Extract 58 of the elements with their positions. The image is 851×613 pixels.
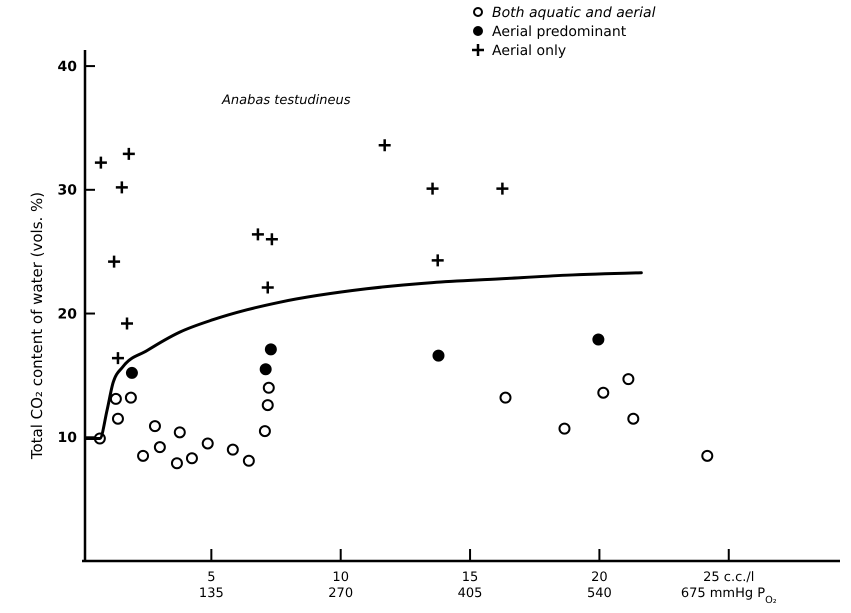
point [122,146,136,162]
x2-tick-label: 135 [198,586,224,601]
point [202,437,214,450]
point [499,392,512,404]
point [432,350,444,362]
point [262,382,275,394]
point [137,450,150,462]
point [258,425,271,438]
point [701,450,714,462]
point [174,426,186,438]
y-axis-title: Total CO₂ content of water (vols. %) [28,192,46,460]
x2-tick-label: 405 [458,586,482,601]
y-tick-label: 30 [58,182,78,199]
point [377,138,392,153]
point [120,316,134,331]
x2-tick-label: 675 mmHg P$_{O₂}$ [680,586,777,606]
x-tick-label: 20 [591,570,608,585]
y-tick-label: 20 [58,306,78,322]
point [242,454,255,467]
point [425,181,440,196]
point [154,441,166,454]
point [264,232,280,247]
point [110,392,122,405]
y-tick-label: 40 [58,58,78,75]
point [170,457,183,470]
point [94,155,108,170]
point [622,373,634,386]
point [558,422,570,435]
point [262,399,274,412]
x-tick-label: 10 [332,570,349,585]
x2-tick-label: 270 [328,586,354,601]
point [114,180,130,195]
point [264,343,277,356]
point [124,392,137,404]
x-tick-label: 25 c.c./l [703,570,754,585]
point [430,253,445,268]
x-tick-label: 5 [207,570,216,585]
point [106,254,122,269]
point [495,181,510,196]
point [112,412,124,425]
point [627,412,640,425]
point [260,280,275,295]
annotation: Anabas testudineus [221,93,351,108]
x-tick-label: 15 [462,570,478,585]
point [597,386,610,399]
legend-label: Both aquatic and aerial [492,4,656,21]
point [186,452,198,464]
point [226,444,239,456]
point [250,227,266,242]
point [110,350,126,366]
point [592,334,604,346]
point [260,363,272,376]
y-tick-label: 10 [58,430,78,446]
x2-tick-label: 540 [586,586,612,601]
point [126,366,138,379]
point [148,420,161,432]
legend-label: Aerial only [492,42,566,59]
legend-label: Aerial predominant [492,24,627,40]
